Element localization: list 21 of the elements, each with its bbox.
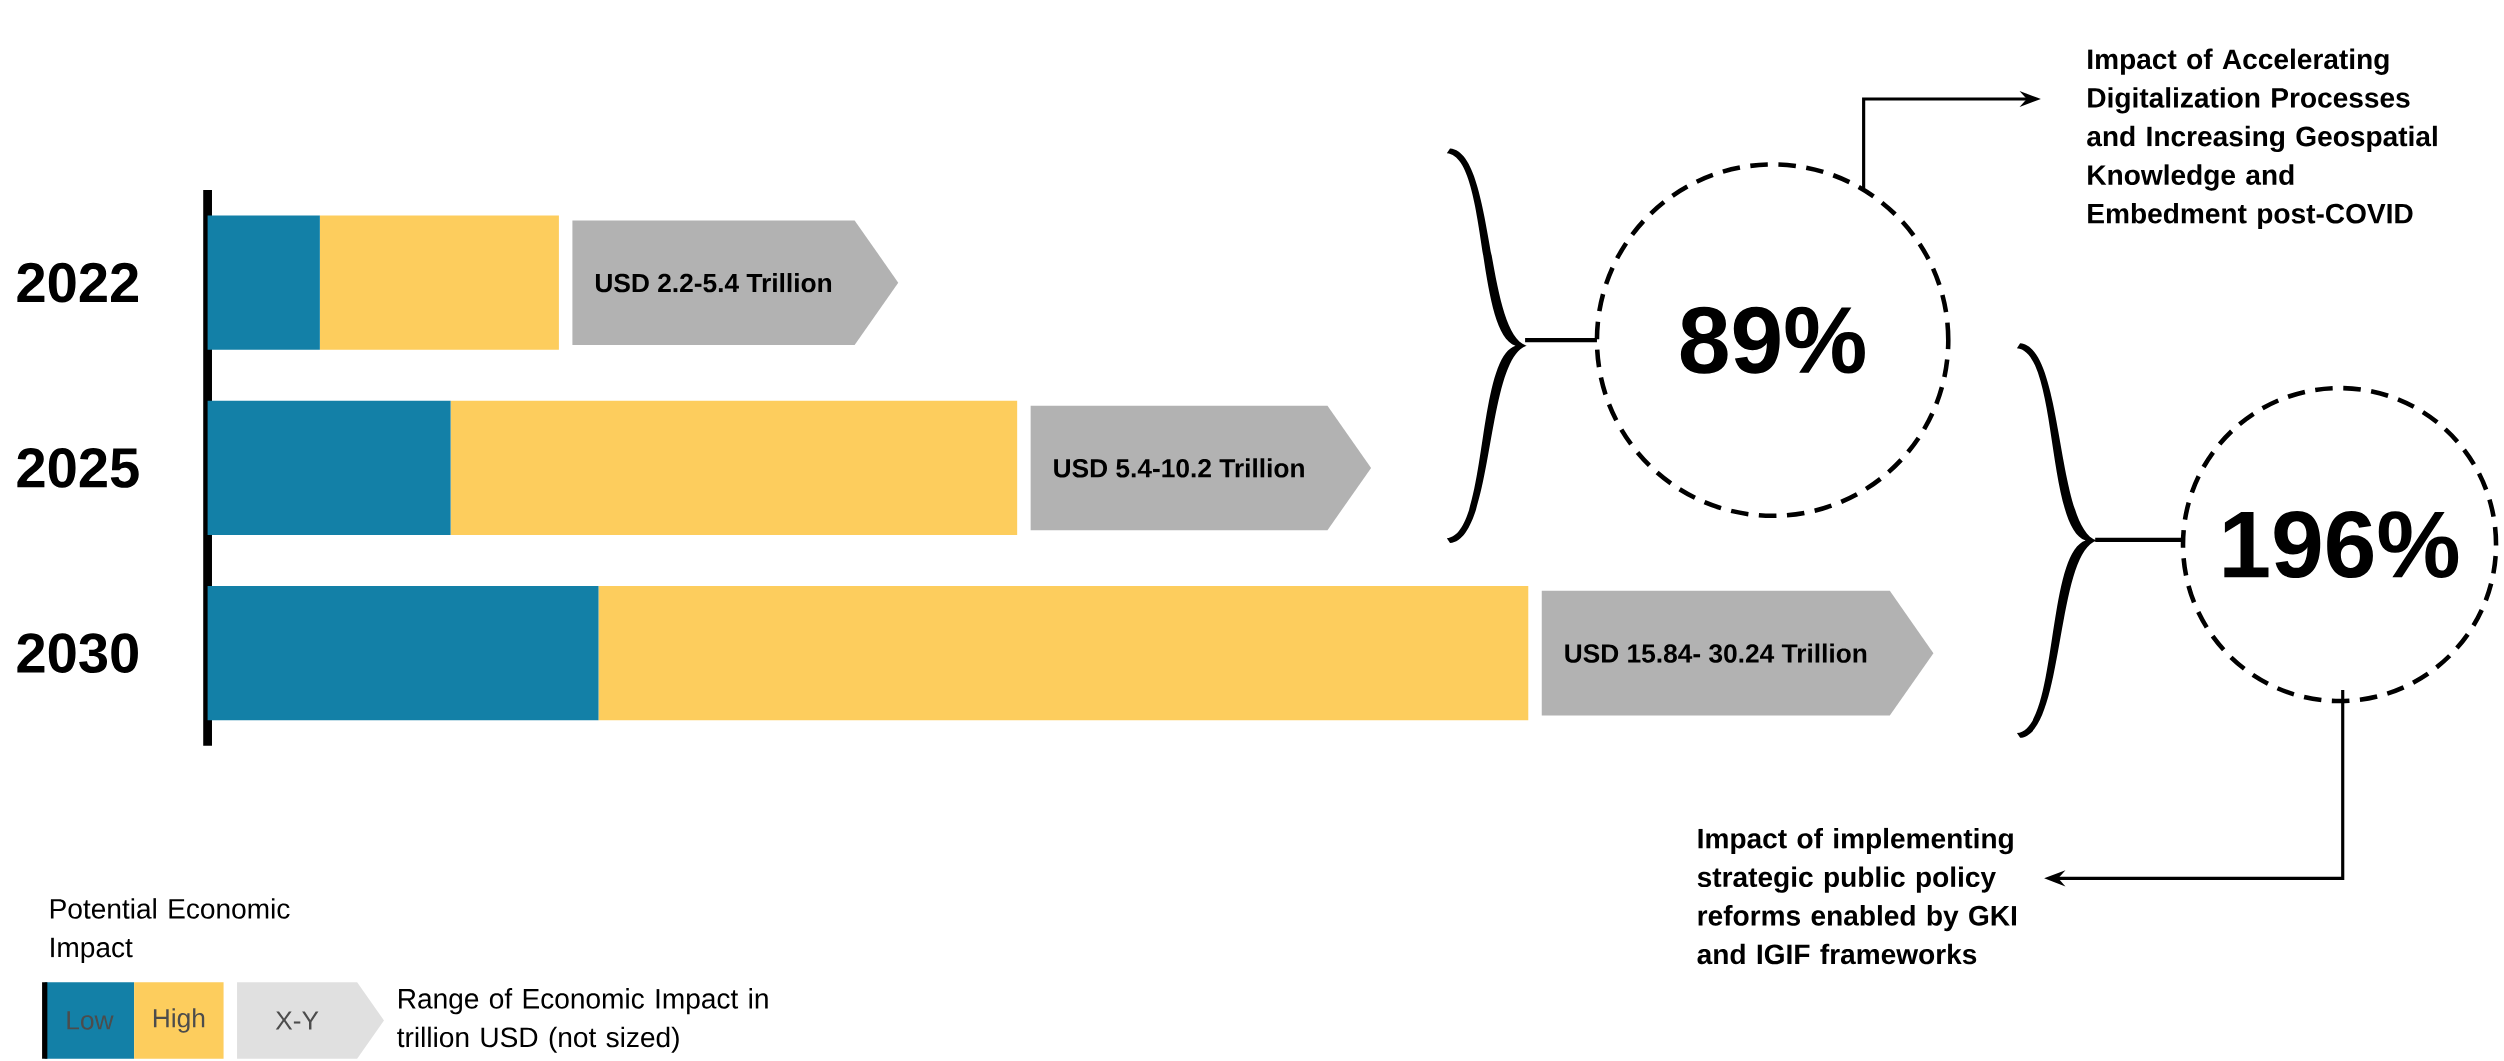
annotation: USD 5.4-10.2 Trillion	[1054, 458, 1304, 478]
bar	[207, 400, 451, 535]
text: 89%	[1680, 306, 1865, 374]
text: High	[153, 1008, 205, 1033]
bar	[207, 585, 599, 721]
bar	[319, 215, 559, 350]
annotation: USD 2.2-5.4 Trillion	[595, 272, 832, 293]
text: 196%	[2224, 510, 2459, 578]
bar	[450, 400, 1018, 535]
y-tick-label: 2030	[17, 633, 138, 673]
legend-title: Potential Economic Impact	[50, 897, 290, 963]
text: Low	[67, 1011, 114, 1030]
bar	[598, 585, 1529, 721]
y-tick-label: 2025	[17, 447, 139, 488]
text: X-Y	[275, 1011, 319, 1030]
text: Impact of implementing strategic public policy reforms enabled by GKI and IGIF frameworks	[1697, 827, 2017, 965]
text: USD 15.84- 30.24 Trillion	[1565, 643, 1867, 663]
bar	[207, 215, 320, 350]
text: Range of Economic Impact in trillion USD (not sized)	[397, 987, 768, 1053]
y-tick-label: 2022	[17, 262, 139, 303]
text: Impact of Accelerating Digitalization Processes and Increasing Geospatial Knowledge and Embedment post-COVID	[2087, 48, 2437, 229]
